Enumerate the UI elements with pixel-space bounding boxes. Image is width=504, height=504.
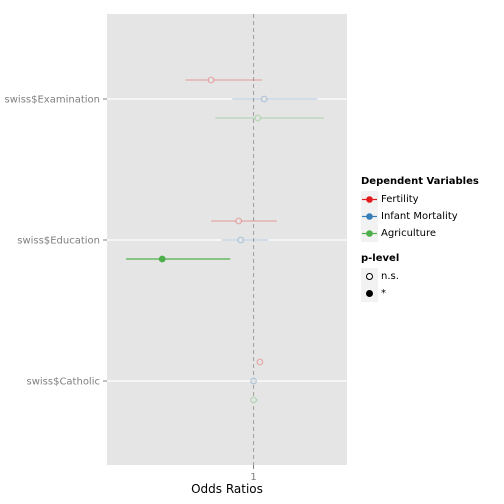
shape-legend-label-1: * bbox=[381, 288, 386, 299]
y-tick-label-0: swiss$Examination bbox=[5, 95, 100, 106]
point-2-0 bbox=[254, 114, 262, 122]
x-ticks: 1 bbox=[250, 465, 257, 483]
point-0-0 bbox=[207, 76, 215, 84]
point-1-0 bbox=[260, 95, 268, 103]
shape-legend-key-1 bbox=[361, 285, 378, 302]
point-2-1 bbox=[158, 255, 166, 263]
legend-label-0: Fertility bbox=[381, 194, 419, 205]
shape-legend-item-1: * bbox=[361, 285, 479, 302]
legend-item-2: Agriculture bbox=[361, 225, 479, 242]
shape-legend-item-0: n.s. bbox=[361, 268, 479, 285]
y-tick-label-1: swiss$Education bbox=[17, 236, 100, 247]
y-tick-label-2: swiss$Catholic bbox=[27, 377, 101, 388]
legend-item-0: Fertility bbox=[361, 191, 479, 208]
legend-item-1: Infant Mortality bbox=[361, 208, 479, 225]
point-1-1 bbox=[237, 236, 245, 244]
x-axis-title: Odds Ratios bbox=[191, 482, 263, 496]
legend-label-1: Infant Mortality bbox=[381, 211, 458, 222]
legend-label-2: Agriculture bbox=[381, 228, 436, 239]
legend-key-1 bbox=[361, 208, 378, 225]
gridlines bbox=[107, 98, 347, 382]
color-legend-entries: Fertility Infant Mortality Agriculture bbox=[361, 191, 479, 242]
point-1-2 bbox=[250, 377, 257, 385]
estimate-marks bbox=[126, 76, 324, 404]
legend-shape-title: p-level bbox=[361, 253, 400, 264]
shape-legend-key-0 bbox=[361, 268, 378, 285]
shape-legend-entries: n.s. * bbox=[361, 268, 479, 302]
point-2-2 bbox=[250, 396, 257, 404]
point-0-1 bbox=[235, 217, 243, 225]
x-tick-label-0: 1 bbox=[250, 472, 256, 483]
y-tick-labels: swiss$Examination swiss$Education swiss$Ca… bbox=[5, 95, 107, 388]
legend-key-2 bbox=[361, 225, 378, 242]
point-0-2 bbox=[256, 358, 264, 366]
legend: Dependent Variables Fertility Infant Mort… bbox=[361, 176, 479, 302]
legend-key-0 bbox=[361, 191, 378, 208]
legend-color-title: Dependent Variables bbox=[361, 176, 479, 187]
shape-legend-label-0: n.s. bbox=[381, 271, 399, 282]
